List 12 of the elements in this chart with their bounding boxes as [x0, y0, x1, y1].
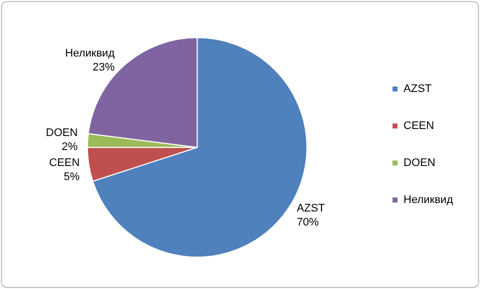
- slice-label: CEEN: [49, 157, 80, 170]
- data-label: 5%: [64, 171, 80, 184]
- legend-label: AZST: [404, 83, 432, 95]
- data-label: 2%: [62, 141, 78, 154]
- slice-label: AZST: [296, 202, 326, 214]
- legend-label: Неликвид: [404, 194, 454, 206]
- data-label: 23%: [92, 62, 115, 74]
- legend-label: CEEN: [404, 120, 434, 132]
- slice-label: Неликвид: [65, 48, 116, 60]
- legend-label: DOEN: [404, 157, 436, 169]
- data-label: 70%: [296, 216, 320, 228]
- slice-label: DOEN: [46, 127, 78, 140]
